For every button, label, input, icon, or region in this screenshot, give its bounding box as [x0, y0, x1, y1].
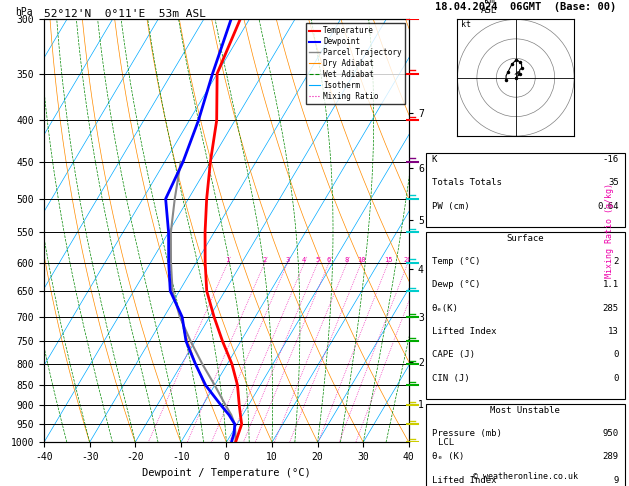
Text: θₑ(K): θₑ(K) — [431, 304, 459, 313]
Legend: Temperature, Dewpoint, Parcel Trajectory, Dry Adiabat, Wet Adiabat, Isotherm, Mi: Temperature, Dewpoint, Parcel Trajectory… — [306, 23, 405, 104]
Text: 950: 950 — [603, 429, 619, 438]
Text: 3: 3 — [286, 257, 289, 263]
Bar — [426, 232, 625, 399]
Text: Lifted Index: Lifted Index — [431, 327, 496, 336]
Text: 52°12'N  0°11'E  53m ASL: 52°12'N 0°11'E 53m ASL — [44, 9, 206, 18]
Text: kt: kt — [461, 20, 471, 29]
Text: 1: 1 — [226, 257, 230, 263]
Text: 9: 9 — [613, 476, 619, 485]
Text: 4: 4 — [302, 257, 306, 263]
Text: θₑ (K): θₑ (K) — [431, 452, 464, 462]
Text: CIN (J): CIN (J) — [431, 374, 469, 383]
Text: LCL: LCL — [438, 438, 454, 447]
Text: Temp (°C): Temp (°C) — [431, 257, 480, 266]
Text: Totals Totals: Totals Totals — [431, 178, 502, 188]
Text: K: K — [431, 155, 437, 164]
Text: Surface: Surface — [506, 234, 544, 243]
X-axis label: Dewpoint / Temperature (°C): Dewpoint / Temperature (°C) — [142, 468, 311, 478]
Text: 13: 13 — [608, 327, 619, 336]
Text: © weatheronline.co.uk: © weatheronline.co.uk — [473, 472, 577, 481]
Text: Most Unstable: Most Unstable — [490, 406, 560, 415]
Text: 0: 0 — [613, 350, 619, 360]
Text: km
ASL: km ASL — [481, 0, 497, 15]
Text: 35: 35 — [608, 178, 619, 188]
Text: PW (cm): PW (cm) — [431, 202, 469, 211]
Text: -16: -16 — [603, 155, 619, 164]
Text: 8: 8 — [345, 257, 349, 263]
Bar — [426, 404, 625, 486]
Text: 1.1: 1.1 — [603, 280, 619, 290]
Bar — [426, 153, 625, 227]
Text: Dewp (°C): Dewp (°C) — [431, 280, 480, 290]
Text: 285: 285 — [603, 304, 619, 313]
Text: 289: 289 — [603, 452, 619, 462]
Text: Pressure (mb): Pressure (mb) — [431, 429, 502, 438]
Text: 10: 10 — [357, 257, 365, 263]
Text: CAPE (J): CAPE (J) — [431, 350, 475, 360]
Text: 15: 15 — [384, 257, 392, 263]
Text: 6: 6 — [326, 257, 331, 263]
Text: Mixing Ratio (g/kg): Mixing Ratio (g/kg) — [605, 183, 614, 278]
Text: 0.64: 0.64 — [597, 202, 619, 211]
Text: 2: 2 — [613, 257, 619, 266]
Text: hPa: hPa — [15, 7, 33, 17]
Text: 5: 5 — [316, 257, 320, 263]
Text: Lifted Index: Lifted Index — [431, 476, 496, 485]
Text: 0: 0 — [613, 374, 619, 383]
Text: 2: 2 — [262, 257, 267, 263]
Text: 18.04.2024  06GMT  (Base: 00): 18.04.2024 06GMT (Base: 00) — [435, 2, 616, 13]
Text: 20: 20 — [404, 257, 412, 263]
